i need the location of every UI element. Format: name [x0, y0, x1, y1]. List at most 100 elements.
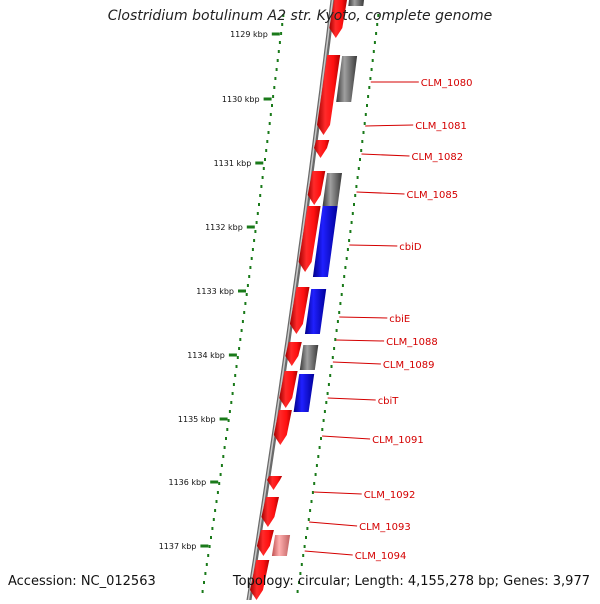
inner-ring-dot — [251, 248, 254, 251]
outer-ring-dot — [348, 239, 351, 242]
red-gene-arrow — [329, 0, 347, 38]
gene-leader-line — [361, 153, 410, 157]
inner-ring-dot — [230, 401, 233, 404]
inner-ring-dot — [215, 500, 218, 503]
inner-ring-dot — [280, 32, 283, 35]
inner-ring-dot — [278, 41, 281, 44]
outer-ring-dot — [350, 221, 353, 224]
inner-ring-dot — [214, 509, 217, 512]
outer-ring-dot — [351, 212, 354, 215]
inner-ring-dot — [211, 527, 214, 530]
outer-ring-dot — [307, 518, 310, 521]
gene-label: CLM_1080 — [421, 78, 473, 89]
outer-ring-dot — [343, 275, 346, 278]
kbp-label: 1136 kbp — [168, 478, 206, 487]
genome-backbone — [245, 0, 336, 604]
outer-ring-dot — [302, 554, 305, 557]
outer-ring-dot — [356, 176, 359, 179]
inner-ring-dot — [243, 311, 246, 314]
inner-ring-dot — [268, 122, 271, 125]
topology-summary: Topology: circular; Length: 4,155,278 bp… — [232, 574, 590, 589]
inner-ring-dot — [277, 50, 280, 53]
kbp-label: 1134 kbp — [187, 351, 225, 360]
inner-ring-dot — [236, 356, 239, 359]
kbp-tick — [228, 353, 237, 357]
gene-labels: CLM_1080 CLM_1081 CLM_1082 CLM_1085 cbiD cbiE… — [304, 78, 473, 562]
kbp-tick — [219, 417, 228, 421]
inner-ring-dot — [234, 374, 237, 377]
outer-ring-dot — [364, 113, 367, 116]
outer-ring-dot — [323, 410, 326, 413]
inner-ring-dot — [208, 545, 211, 548]
outer-ring-dot — [309, 509, 312, 512]
outer-ring-dot — [354, 194, 357, 197]
gene-leader-line — [356, 191, 405, 195]
outer-ring-dot — [303, 545, 306, 548]
red-gene-arrow — [285, 342, 302, 366]
gene-label: cbiT — [378, 396, 400, 407]
kbp-label: 1129 kbp — [230, 30, 268, 39]
kbp-label: 1135 kbp — [178, 415, 216, 424]
gene-label: CLM_1092 — [364, 490, 416, 501]
inner-ring-dot — [250, 257, 253, 260]
outer-ring-dot — [333, 347, 336, 350]
outer-ring-dot — [376, 23, 379, 26]
inner-ring-dot — [276, 59, 279, 62]
outer-ring-dot — [318, 446, 321, 449]
outer-ring-dot — [361, 140, 364, 143]
inner-ring-dot — [207, 554, 210, 557]
outer-ring-dot — [336, 320, 339, 323]
inner-ring-dot — [222, 455, 225, 458]
kbp-tick — [210, 480, 219, 484]
red-gene-arrow — [279, 371, 298, 408]
inner-ring-dot — [212, 518, 215, 521]
blue-gene-arrow — [304, 289, 327, 334]
inner-ring-dot — [262, 167, 265, 170]
outer-ring-dot — [317, 455, 320, 458]
gene-features — [250, 0, 364, 600]
outer-ring-dot — [331, 356, 334, 359]
gene-label: CLM_1091 — [372, 435, 424, 446]
outer-ring-dot — [325, 401, 328, 404]
inner-ring-dot — [239, 338, 242, 341]
accession-text: Accession: NC_012563 — [8, 574, 156, 589]
gene-leader-line — [327, 397, 376, 401]
outer-ring-dot — [338, 311, 341, 314]
inner-ring-dot — [267, 131, 270, 134]
outer-ring-dot — [362, 131, 365, 134]
red-gene-arrow — [317, 55, 341, 135]
kbp-label: 1130 kbp — [222, 95, 260, 104]
gene-label: cbiD — [399, 242, 422, 253]
outer-ring-dot — [372, 50, 375, 53]
gene-label: CLM_1082 — [412, 152, 464, 163]
inner-ring-dot — [227, 419, 230, 422]
inner-ring-dot — [240, 329, 243, 332]
gene-label: CLM_1089 — [383, 360, 435, 371]
inner-ring-dot — [235, 365, 238, 368]
outer-ring-dot — [373, 41, 376, 44]
outer-ring-dot — [341, 284, 344, 287]
inner-ring-dot — [271, 104, 273, 107]
gene-leader-line — [322, 435, 371, 440]
scale-dotted-rings — [201, 14, 380, 593]
gray-gene-arrow — [336, 56, 358, 102]
blue-gene-arrow — [312, 206, 338, 277]
kbp-tick — [263, 97, 272, 101]
inner-ring-dot — [204, 572, 207, 575]
red-gene-arrow — [289, 287, 310, 334]
outer-ring-dot — [326, 392, 329, 395]
red-gene-arrow — [261, 497, 279, 527]
inner-ring-dot — [244, 302, 247, 305]
inner-ring-dot — [274, 77, 277, 80]
inner-ring-dot — [261, 176, 264, 179]
outer-ring-dot — [357, 167, 360, 170]
gene-leader-line — [336, 339, 385, 342]
gene-leader-line — [349, 244, 398, 247]
outer-ring-dot — [353, 203, 355, 206]
outer-ring-dot — [369, 77, 372, 80]
inner-ring-dot — [226, 428, 229, 431]
gene-leader-line — [339, 316, 388, 319]
inner-ring-dot — [241, 320, 244, 323]
inner-ring-dot — [282, 14, 285, 17]
outer-ring-dot — [366, 104, 368, 107]
